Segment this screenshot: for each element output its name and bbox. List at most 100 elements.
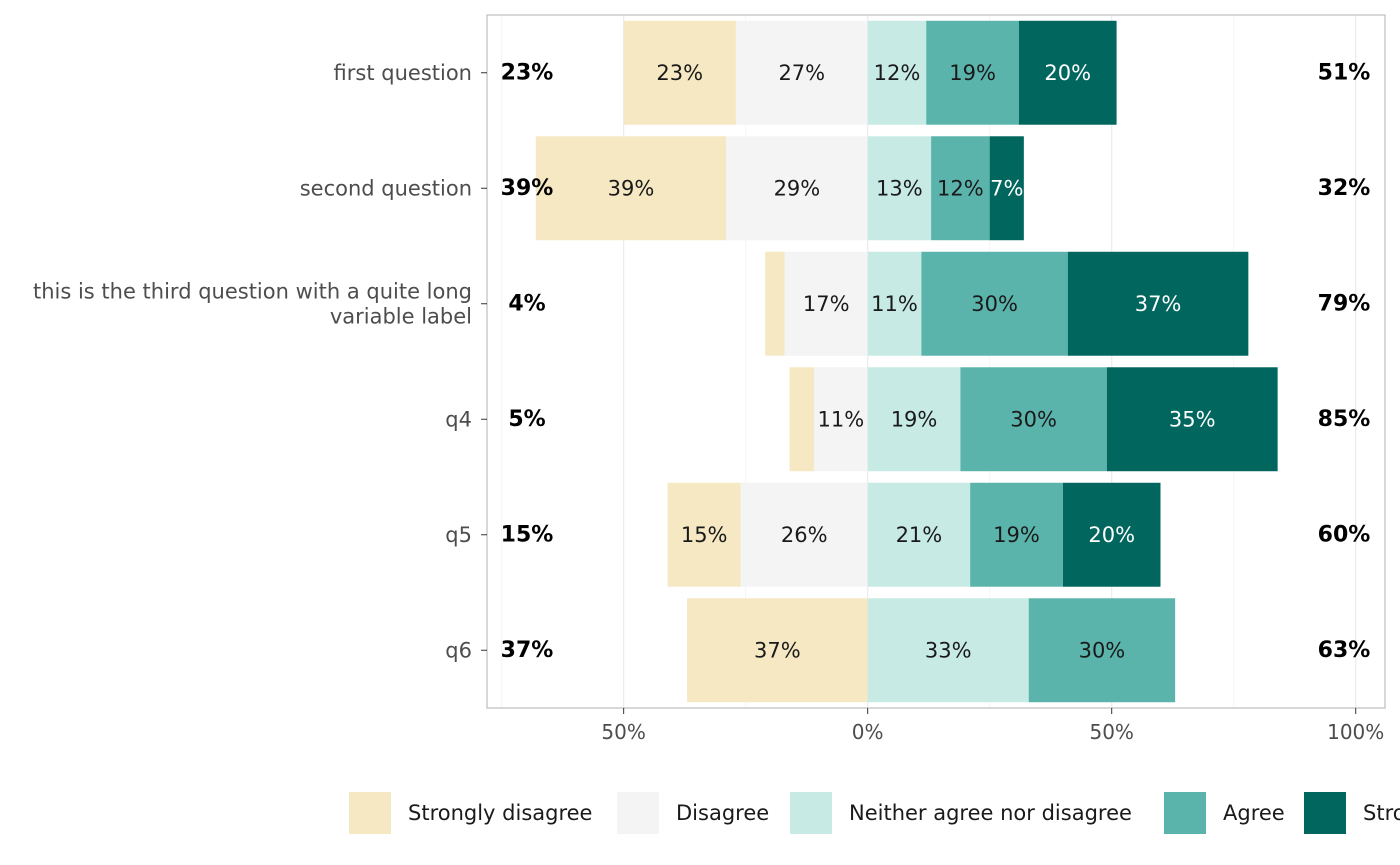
- bar-segment: [960, 367, 1107, 472]
- bar-segment: [687, 598, 868, 703]
- bar-segment: [1106, 367, 1278, 472]
- bar-segment: [789, 367, 814, 472]
- legend-item: Disagree: [617, 792, 769, 834]
- legend-label: Strongly disagree: [408, 801, 593, 825]
- left-total-label: 39%: [501, 176, 554, 201]
- segment-label: 17%: [803, 292, 850, 316]
- segment-label: 15%: [681, 523, 728, 547]
- left-total-label: 5%: [508, 407, 545, 432]
- segment-label: 11%: [817, 407, 864, 431]
- plot-border: [486, 14, 1386, 709]
- segment-label: 19%: [949, 61, 996, 85]
- x-tick-label: 50%: [1089, 720, 1133, 744]
- bar-segment: [784, 251, 868, 356]
- segment-label: 19%: [891, 407, 938, 431]
- segment-label: 20%: [1088, 523, 1135, 547]
- segment-label: 30%: [1010, 407, 1057, 431]
- segment-label: 13%: [876, 176, 923, 200]
- segment-label: 12%: [874, 61, 921, 85]
- bar-segment: [867, 251, 922, 356]
- x-tick-label: 100%: [1327, 720, 1384, 744]
- left-total-label: 15%: [501, 522, 554, 547]
- bar-segment: [1062, 482, 1161, 587]
- segment-label: 39%: [608, 176, 655, 200]
- bar-segment: [1067, 251, 1249, 356]
- bar-segment: [867, 20, 927, 125]
- segment-label: 11%: [871, 292, 918, 316]
- segment-label: 37%: [754, 638, 801, 662]
- segment-label: 7%: [990, 176, 1023, 200]
- bar-segment: [1028, 598, 1176, 703]
- legend-label: Agree: [1223, 801, 1285, 825]
- bar-segment: [926, 20, 1019, 125]
- bar-segment: [740, 482, 868, 587]
- legend-label: Strongly agree: [1363, 801, 1400, 825]
- bar-segment: [623, 20, 736, 125]
- bar-segment: [970, 482, 1063, 587]
- grid-lines: [501, 15, 1357, 708]
- y-tick-label: first question: [334, 61, 472, 85]
- bar-segment: [867, 482, 971, 587]
- segment-label: 23%: [656, 61, 703, 85]
- left-total-label: 37%: [501, 638, 554, 663]
- x-tick-label: 50%: [601, 720, 645, 744]
- likert-chart: 23% 27% 12% 19% 20%39% 29% 13% 12% 7%17% 11% 30% 37…: [33, 14, 1386, 744]
- bar-segment: [867, 598, 1029, 703]
- legend-key: [617, 792, 659, 834]
- bar-segment: [726, 136, 868, 241]
- bar-segment: [1018, 20, 1117, 125]
- bar-segment: [535, 136, 727, 241]
- segment-label: 27%: [778, 61, 825, 85]
- total-labels: 23% 51% 39% 32% 4% 79% 5% 85% 15% 60% 37% 63%: [501, 60, 1371, 663]
- segment-label: 19%: [993, 523, 1040, 547]
- segment-label: 21%: [896, 523, 943, 547]
- segment-label: 30%: [971, 292, 1018, 316]
- legend-key: [790, 792, 832, 834]
- right-total-label: 32%: [1318, 176, 1371, 201]
- right-total-label: 60%: [1318, 522, 1371, 547]
- segment-label: 20%: [1044, 61, 1091, 85]
- segment-label: 12%: [937, 176, 984, 200]
- legend: Strongly disagree Disagree Neither agree n…: [0, 785, 1400, 845]
- bar-segment: [735, 20, 868, 125]
- legend-label: Neither agree nor disagree: [849, 801, 1132, 825]
- right-total-label: 85%: [1318, 407, 1371, 432]
- segment-label: 30%: [1079, 638, 1126, 662]
- segment-label: 26%: [781, 523, 828, 547]
- legend-key: [349, 792, 391, 834]
- legend-item: Strongly agree: [1304, 792, 1400, 834]
- segment-label: 33%: [925, 638, 972, 662]
- segment-label: 29%: [774, 176, 821, 200]
- left-total-label: 23%: [501, 60, 554, 85]
- legend-item: Strongly disagree: [349, 792, 592, 834]
- segment-label: 35%: [1169, 407, 1216, 431]
- bar-segments: [535, 20, 1278, 703]
- x-tick-label: 0%: [852, 720, 884, 744]
- bar-segment: [867, 136, 932, 241]
- left-total-label: 4%: [508, 291, 545, 316]
- legend-key: [1164, 792, 1206, 834]
- legend-item: Neither agree nor disagree: [790, 792, 1132, 834]
- bar-segment: [867, 367, 961, 472]
- y-tick-label: this is the third question with a quite …: [33, 279, 472, 303]
- y-tick-label: q6: [445, 638, 472, 662]
- right-total-label: 63%: [1318, 638, 1371, 663]
- y-tick-label: q4: [445, 407, 472, 431]
- segment-label: 37%: [1135, 292, 1182, 316]
- bar-segment: [931, 136, 990, 241]
- bar-segment: [667, 482, 741, 587]
- bar-segment: [765, 251, 785, 356]
- bar-segment: [921, 251, 1068, 356]
- y-axis: first question second question this is the…: [33, 61, 487, 662]
- legend-label: Disagree: [676, 801, 770, 825]
- bar-segment: [989, 136, 1024, 241]
- legend-key: [1304, 792, 1346, 834]
- x-axis: 50% 0% 50% 100%: [601, 708, 1384, 744]
- bar-segment: [813, 367, 868, 472]
- legend-item: Agree: [1164, 792, 1285, 834]
- right-total-label: 51%: [1318, 60, 1371, 85]
- plot-background: [487, 15, 1385, 708]
- y-tick-label: second question: [300, 176, 472, 200]
- y-tick-label: q5: [445, 523, 472, 547]
- segment-labels: 23% 27% 12% 19% 20%39% 29% 13% 12% 7%17% 11% 30% 37…: [608, 61, 1216, 663]
